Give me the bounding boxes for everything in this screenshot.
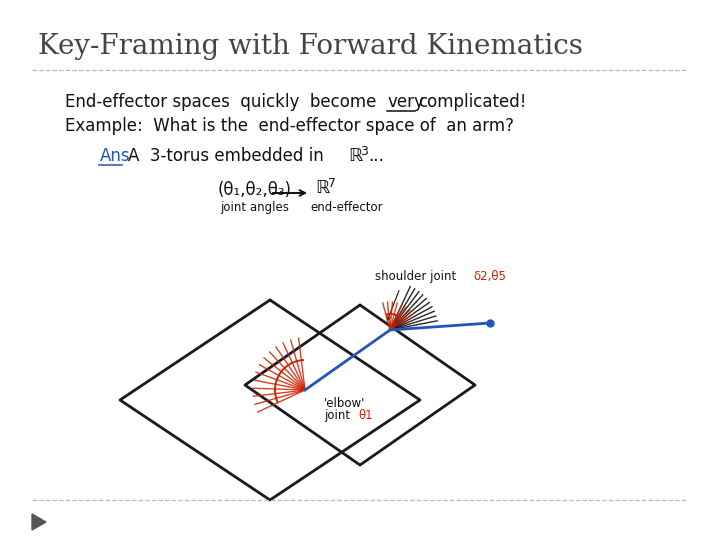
Text: ℝ: ℝ bbox=[315, 179, 329, 197]
Text: (θ₁,θ₂,θ₃): (θ₁,θ₂,θ₃) bbox=[218, 181, 292, 199]
Text: Key-Framing with Forward Kinematics: Key-Framing with Forward Kinematics bbox=[38, 33, 583, 60]
Text: 7: 7 bbox=[328, 177, 336, 190]
Text: ...: ... bbox=[368, 147, 384, 165]
Text: Ans: Ans bbox=[100, 147, 130, 165]
Text: shoulder joint: shoulder joint bbox=[375, 270, 456, 283]
Text: ℝ: ℝ bbox=[348, 147, 362, 165]
Text: end-effector: end-effector bbox=[310, 201, 382, 214]
Text: 3: 3 bbox=[360, 145, 368, 158]
Text: θ1: θ1 bbox=[358, 409, 373, 422]
Text: very: very bbox=[388, 93, 425, 111]
Text: δ2,θ5: δ2,θ5 bbox=[473, 270, 506, 283]
Text: joint angles: joint angles bbox=[220, 201, 289, 214]
Text: A  3-torus embedded in: A 3-torus embedded in bbox=[128, 147, 324, 165]
Text: complicated!: complicated! bbox=[418, 93, 526, 111]
Text: Example:  What is the  end-effector space of  an arm?: Example: What is the end-effector space … bbox=[65, 117, 514, 135]
Polygon shape bbox=[32, 514, 46, 530]
Text: 'elbow': 'elbow' bbox=[324, 397, 365, 410]
Text: End-effector spaces  quickly  become: End-effector spaces quickly become bbox=[65, 93, 377, 111]
Text: joint: joint bbox=[324, 409, 350, 422]
